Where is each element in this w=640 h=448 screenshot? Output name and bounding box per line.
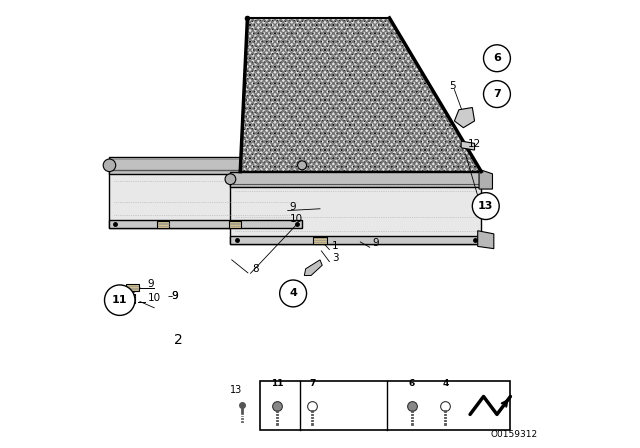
Circle shape <box>104 285 135 315</box>
Circle shape <box>484 45 511 72</box>
Text: O0159312: O0159312 <box>490 430 538 439</box>
Text: 11: 11 <box>112 295 127 305</box>
Polygon shape <box>228 221 241 228</box>
Polygon shape <box>454 108 474 128</box>
Polygon shape <box>230 236 481 244</box>
Polygon shape <box>461 141 474 150</box>
Text: 10: 10 <box>289 214 303 224</box>
Text: 6: 6 <box>409 379 415 388</box>
Circle shape <box>103 159 116 172</box>
Polygon shape <box>157 221 170 228</box>
Text: 10: 10 <box>147 293 161 303</box>
Text: 4: 4 <box>442 379 449 388</box>
Text: –9: –9 <box>168 291 179 301</box>
Polygon shape <box>479 169 493 189</box>
Circle shape <box>472 193 499 220</box>
Text: 5: 5 <box>449 81 456 90</box>
Text: 9: 9 <box>289 202 296 211</box>
Circle shape <box>298 161 307 170</box>
Polygon shape <box>240 18 481 172</box>
Text: 6: 6 <box>493 53 501 63</box>
Circle shape <box>484 81 511 108</box>
Text: 12: 12 <box>468 139 481 149</box>
Polygon shape <box>109 220 302 228</box>
Polygon shape <box>127 284 139 291</box>
Circle shape <box>280 280 307 307</box>
Bar <box>260 381 511 430</box>
Polygon shape <box>305 260 323 276</box>
Polygon shape <box>477 231 494 249</box>
Polygon shape <box>109 161 302 228</box>
Polygon shape <box>230 172 481 187</box>
Circle shape <box>225 174 236 185</box>
Polygon shape <box>314 237 326 244</box>
Text: 2: 2 <box>174 333 183 347</box>
Text: 3: 3 <box>332 253 339 263</box>
Text: 13: 13 <box>478 201 493 211</box>
Polygon shape <box>230 177 481 244</box>
Text: 9: 9 <box>372 238 379 248</box>
Text: 11: 11 <box>271 379 284 388</box>
Text: 8: 8 <box>252 264 259 274</box>
Text: 13: 13 <box>230 385 243 395</box>
Text: 4: 4 <box>289 289 297 298</box>
Text: 1: 1 <box>332 241 339 250</box>
Text: 9: 9 <box>171 291 178 301</box>
Text: 7: 7 <box>309 379 316 388</box>
Polygon shape <box>124 294 136 303</box>
Text: 7: 7 <box>493 89 501 99</box>
Polygon shape <box>109 157 302 174</box>
Text: 9: 9 <box>147 279 154 289</box>
